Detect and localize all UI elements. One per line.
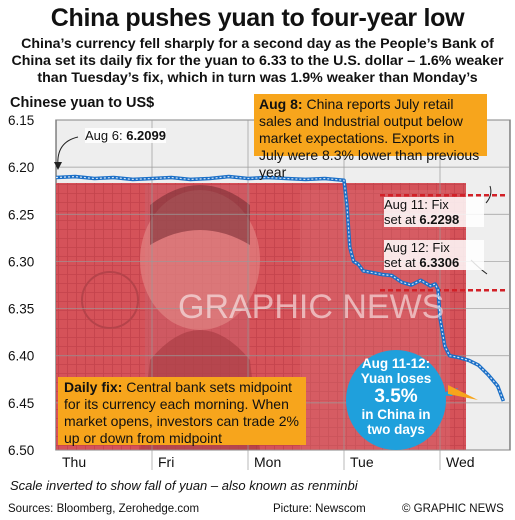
fix-aug12-date: Aug 12: Fix xyxy=(384,240,450,255)
fix-aug12-prefix: set at xyxy=(384,255,416,270)
x-tick-label: Fri xyxy=(158,454,174,470)
aug8-text: China reports July retail sales and Indu… xyxy=(259,96,480,180)
start-arrowhead xyxy=(54,162,62,170)
y-tick-label: 6.15 xyxy=(8,113,34,128)
bubble-tail: in China in two days xyxy=(361,407,431,437)
fix-aug11-date: Aug 11: Fix xyxy=(384,197,449,212)
fix-aug11-value: 6.2298 xyxy=(419,212,460,227)
summary-bubble: Aug 11-12: Yuan loses 3.5% in China in t… xyxy=(346,350,446,450)
y-tick-label: 6.45 xyxy=(8,396,34,411)
page-title: China pushes yuan to four-year low xyxy=(50,4,465,32)
daily-fix-head: Daily fix: xyxy=(64,379,123,395)
y-tick-label: 6.30 xyxy=(8,254,34,269)
fix-aug12-value: 6.3306 xyxy=(419,255,460,270)
fix-arrow-aug11 xyxy=(485,185,492,204)
start-annotation-value: 6.2099 xyxy=(126,128,166,143)
y-tick-label: 6.40 xyxy=(8,349,34,364)
y-tick-label: 6.25 xyxy=(8,207,34,222)
watermark: GRAPHIC NEWS xyxy=(178,288,444,326)
start-annotation-label: Aug 6: xyxy=(85,128,123,143)
y-axis-label: Chinese yuan to US$ xyxy=(10,95,155,111)
aug8-callout: Aug 8: China reports July retail sales a… xyxy=(254,94,487,180)
bubble-head: Aug 11-12: Yuan loses xyxy=(360,356,432,386)
fix-aug11-prefix: set at xyxy=(384,212,416,227)
x-ticks: Thu Fri Mon Tue Wed xyxy=(62,454,475,470)
bubble-value: 3.5% xyxy=(374,386,418,407)
start-annotation: Aug 6: 6.2099 xyxy=(85,128,166,143)
fix-annotation-aug11: Aug 11: Fix set at 6.2298 xyxy=(384,197,484,227)
y-tick-label: 6.50 xyxy=(8,443,34,458)
y-tick-label: 6.35 xyxy=(8,302,34,317)
series-highlight xyxy=(55,175,504,402)
y-ticks: 6.15 6.20 6.25 6.30 6.35 6.40 6.45 6.50 xyxy=(8,113,34,458)
footer-sources: Sources: Bloomberg, Zerohedge.com xyxy=(8,503,200,515)
daily-fix-callout: Daily fix: Central bank sets midpoint fo… xyxy=(58,377,306,446)
y-tick-label: 6.20 xyxy=(8,160,34,175)
x-tick-label: Mon xyxy=(254,454,281,470)
footer-credit: © GRAPHIC NEWS xyxy=(402,503,504,515)
daily-fix-pointer xyxy=(448,385,478,400)
fix-annotation-aug12: Aug 12: Fix set at 6.3306 xyxy=(384,240,484,270)
fix-lines xyxy=(380,193,508,292)
footer-picture: Picture: Newscom xyxy=(273,503,366,515)
scale-note: Scale inverted to show fall of yuan – al… xyxy=(10,478,358,493)
aug8-date: Aug 8: xyxy=(259,96,303,112)
x-tick-label: Thu xyxy=(62,454,86,470)
x-tick-label: Tue xyxy=(350,454,374,470)
x-tick-label: Wed xyxy=(446,454,475,470)
daily-fix-text: Central bank sets midpoint for its curre… xyxy=(64,379,300,446)
page-subtitle: China’s currency fell sharply for a seco… xyxy=(11,36,504,86)
